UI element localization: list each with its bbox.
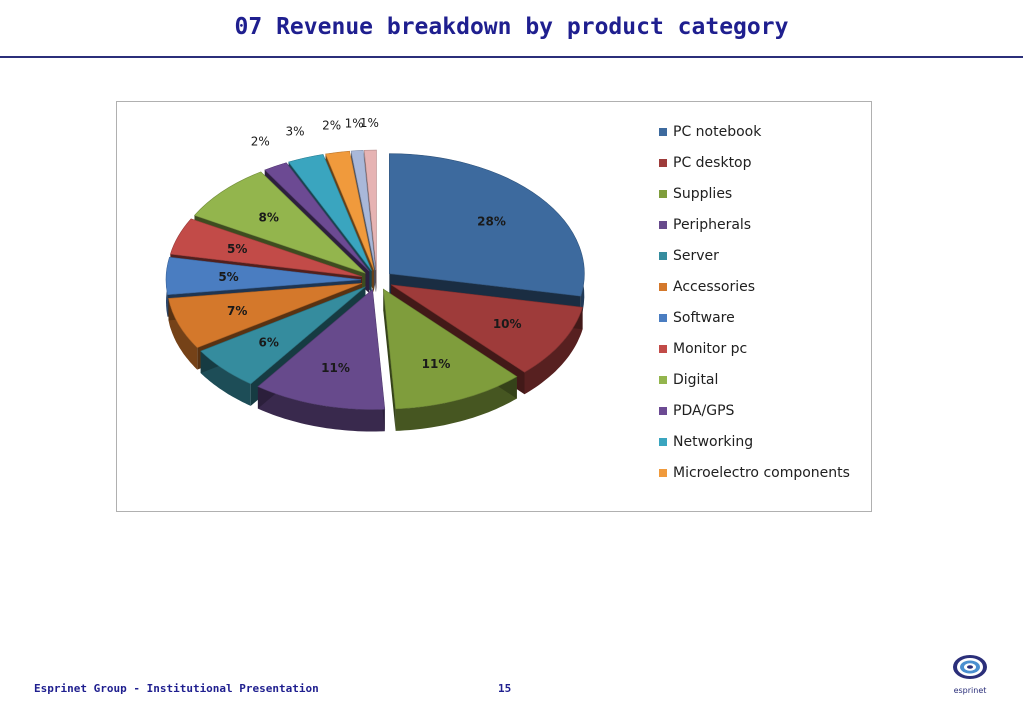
pie-slice-side-3 — [257, 386, 385, 432]
pie-slice-networking-10 — [288, 154, 372, 271]
pie-slice-edge-2-1 — [383, 289, 396, 431]
pie-slice-other-13 — [363, 149, 377, 271]
legend-label-1: PC desktop — [673, 155, 752, 171]
pie-data-label-7: 5% — [227, 242, 247, 256]
pie-slice-supplies-2 — [382, 288, 518, 410]
title-divider — [0, 56, 1023, 58]
pie-data-label-6: 5% — [218, 270, 238, 284]
legend-swatch-0 — [659, 128, 667, 136]
footer-presentation-name: Esprinet Group - Institutional Presentat… — [34, 682, 319, 695]
pie-data-label-4: 6% — [259, 336, 279, 350]
page-number: 15 — [498, 682, 512, 695]
pie-slice-monitor-pc-7 — [170, 218, 363, 277]
legend-label-9: PDA/GPS — [673, 403, 735, 419]
legend-swatch-8 — [659, 376, 667, 384]
pie-top-layer — [165, 149, 585, 410]
pie-slice-pc-desktop-1 — [390, 284, 583, 373]
pie-slice-server-4 — [200, 286, 366, 385]
legend-swatch-9 — [659, 407, 667, 415]
legend-label-2: Supplies — [673, 186, 732, 202]
pie-data-label-9: 2% — [251, 134, 270, 148]
pie-slice-pda-gps-9 — [264, 162, 370, 272]
legend-swatch-2 — [659, 190, 667, 198]
pie-data-label-0: 28% — [477, 215, 506, 229]
pie-slice-accessories-5 — [168, 283, 363, 349]
legend-swatch-4 — [659, 252, 667, 260]
legend-label-11: Microelectro components — [673, 465, 850, 481]
legend-label-7: Monitor pc — [673, 341, 747, 357]
pie-data-label-1: 10% — [493, 317, 522, 331]
pie-data-label-2: 11% — [422, 357, 451, 371]
legend-label-4: Server — [673, 248, 719, 264]
pie-slice-other-12 — [350, 150, 376, 271]
chart-frame: 28% 10% 11% 11% 6% 7% 5% 5% 8% 2% 3% 2% 1% 1% PC note… — [116, 101, 872, 512]
legend-swatch-7 — [659, 345, 667, 353]
pie-data-label-13: 1% — [360, 116, 379, 130]
legend-label-6: Software — [673, 310, 735, 326]
pie-slice-side-5 — [168, 298, 198, 370]
esprinet-logo: esprinet — [953, 655, 987, 695]
logo-text: esprinet — [954, 686, 987, 695]
pie-data-label-11: 2% — [322, 119, 341, 133]
legend-label-5: Accessories — [673, 279, 755, 295]
pie-data-label-12: 1% — [345, 117, 364, 131]
legend-swatch-5 — [659, 283, 667, 291]
pie-slice-peripherals-3 — [257, 288, 386, 410]
legend-swatch-6 — [659, 314, 667, 322]
slide-title: 07 Revenue breakdown by product category — [234, 14, 789, 40]
pie-slice-side-1 — [524, 307, 583, 395]
pie-data-label-3: 11% — [321, 361, 350, 375]
pie-slice-software-6 — [165, 256, 362, 296]
pie-slice-pc-notebook-0 — [389, 153, 585, 297]
legend-label-10: Networking — [673, 434, 753, 450]
legend-swatch-11 — [659, 469, 667, 477]
pie-chart: 28% 10% 11% 11% 6% 7% 5% 5% 8% 2% 3% 2% 1%1% PC note… — [165, 116, 850, 481]
pie-data-label-8: 8% — [259, 210, 279, 224]
legend-swatch-10 — [659, 438, 667, 446]
pie-data-label-10: 3% — [285, 125, 304, 139]
legend-label-3: Peripherals — [673, 217, 751, 233]
pie-slice-side-2 — [395, 376, 517, 431]
pie-label-layer: 28% 10% 11% 11% 6% 7% 5% 5% 8% 2% 3% 2% 1%1% — [218, 116, 521, 375]
legend-swatch-3 — [659, 221, 667, 229]
chart-legend: PC notebook PC desktop Supplies Peripherals… — [659, 124, 850, 481]
legend-label-8: Digital — [673, 372, 718, 388]
pie-slice-digital-8 — [193, 171, 366, 274]
pie-slice-microelectro-components-11 — [325, 150, 375, 271]
pie-data-label-5: 7% — [227, 304, 247, 318]
legend-label-0: PC notebook — [673, 124, 762, 140]
legend-swatch-1 — [659, 159, 667, 167]
